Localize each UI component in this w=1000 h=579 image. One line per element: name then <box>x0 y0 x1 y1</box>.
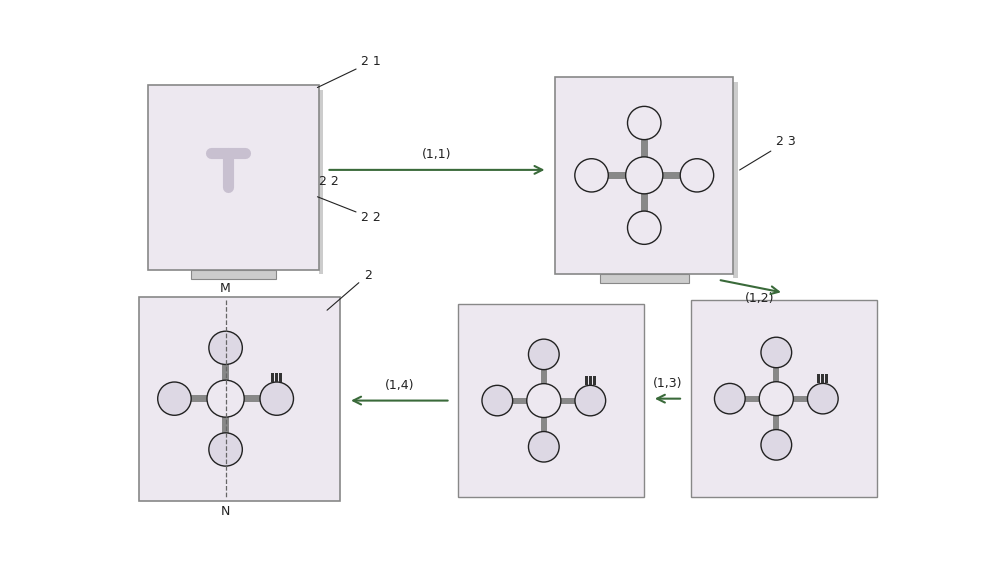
Bar <box>593 376 596 386</box>
Ellipse shape <box>575 159 608 192</box>
Bar <box>492 398 595 404</box>
Text: 2 2: 2 2 <box>317 197 381 225</box>
Bar <box>169 395 282 402</box>
Ellipse shape <box>761 337 792 368</box>
Ellipse shape <box>575 386 606 416</box>
Ellipse shape <box>528 339 559 369</box>
Text: N: N <box>221 505 230 518</box>
Ellipse shape <box>680 159 714 192</box>
Bar <box>279 373 282 382</box>
Ellipse shape <box>482 386 513 416</box>
Bar <box>586 172 703 179</box>
Bar <box>191 270 276 279</box>
Text: 2 2: 2 2 <box>319 175 338 188</box>
Ellipse shape <box>209 331 242 364</box>
Bar <box>691 301 877 497</box>
Bar <box>773 347 779 450</box>
Ellipse shape <box>528 431 559 462</box>
Bar <box>821 374 824 383</box>
Bar <box>585 376 588 386</box>
Bar <box>555 77 733 273</box>
Bar <box>817 374 820 383</box>
Ellipse shape <box>628 107 661 140</box>
Ellipse shape <box>807 383 838 414</box>
Bar <box>458 305 644 497</box>
Text: M: M <box>220 283 231 295</box>
Ellipse shape <box>628 211 661 244</box>
Bar <box>733 82 738 278</box>
Ellipse shape <box>759 382 793 416</box>
Text: 2: 2 <box>327 269 372 310</box>
Bar <box>139 296 340 501</box>
Text: (1,1): (1,1) <box>422 148 452 161</box>
Text: (1,4): (1,4) <box>385 379 414 391</box>
Ellipse shape <box>207 380 244 417</box>
Ellipse shape <box>714 383 745 414</box>
Ellipse shape <box>260 382 293 415</box>
Text: 2 3: 2 3 <box>740 135 796 170</box>
Bar <box>541 349 547 452</box>
Bar <box>275 373 278 382</box>
Bar <box>641 118 648 233</box>
Bar <box>222 342 229 455</box>
Text: 2 1: 2 1 <box>317 55 381 87</box>
Ellipse shape <box>527 384 561 417</box>
Bar <box>725 395 828 402</box>
Bar <box>825 374 828 383</box>
Bar <box>148 85 319 270</box>
Bar <box>589 376 592 386</box>
Bar <box>271 373 274 382</box>
Text: (1,3): (1,3) <box>653 377 682 390</box>
Bar <box>600 273 689 283</box>
Ellipse shape <box>761 430 792 460</box>
Bar <box>319 90 323 274</box>
Text: (1,2): (1,2) <box>745 292 774 306</box>
Ellipse shape <box>626 157 663 194</box>
Ellipse shape <box>158 382 191 415</box>
Ellipse shape <box>209 433 242 466</box>
